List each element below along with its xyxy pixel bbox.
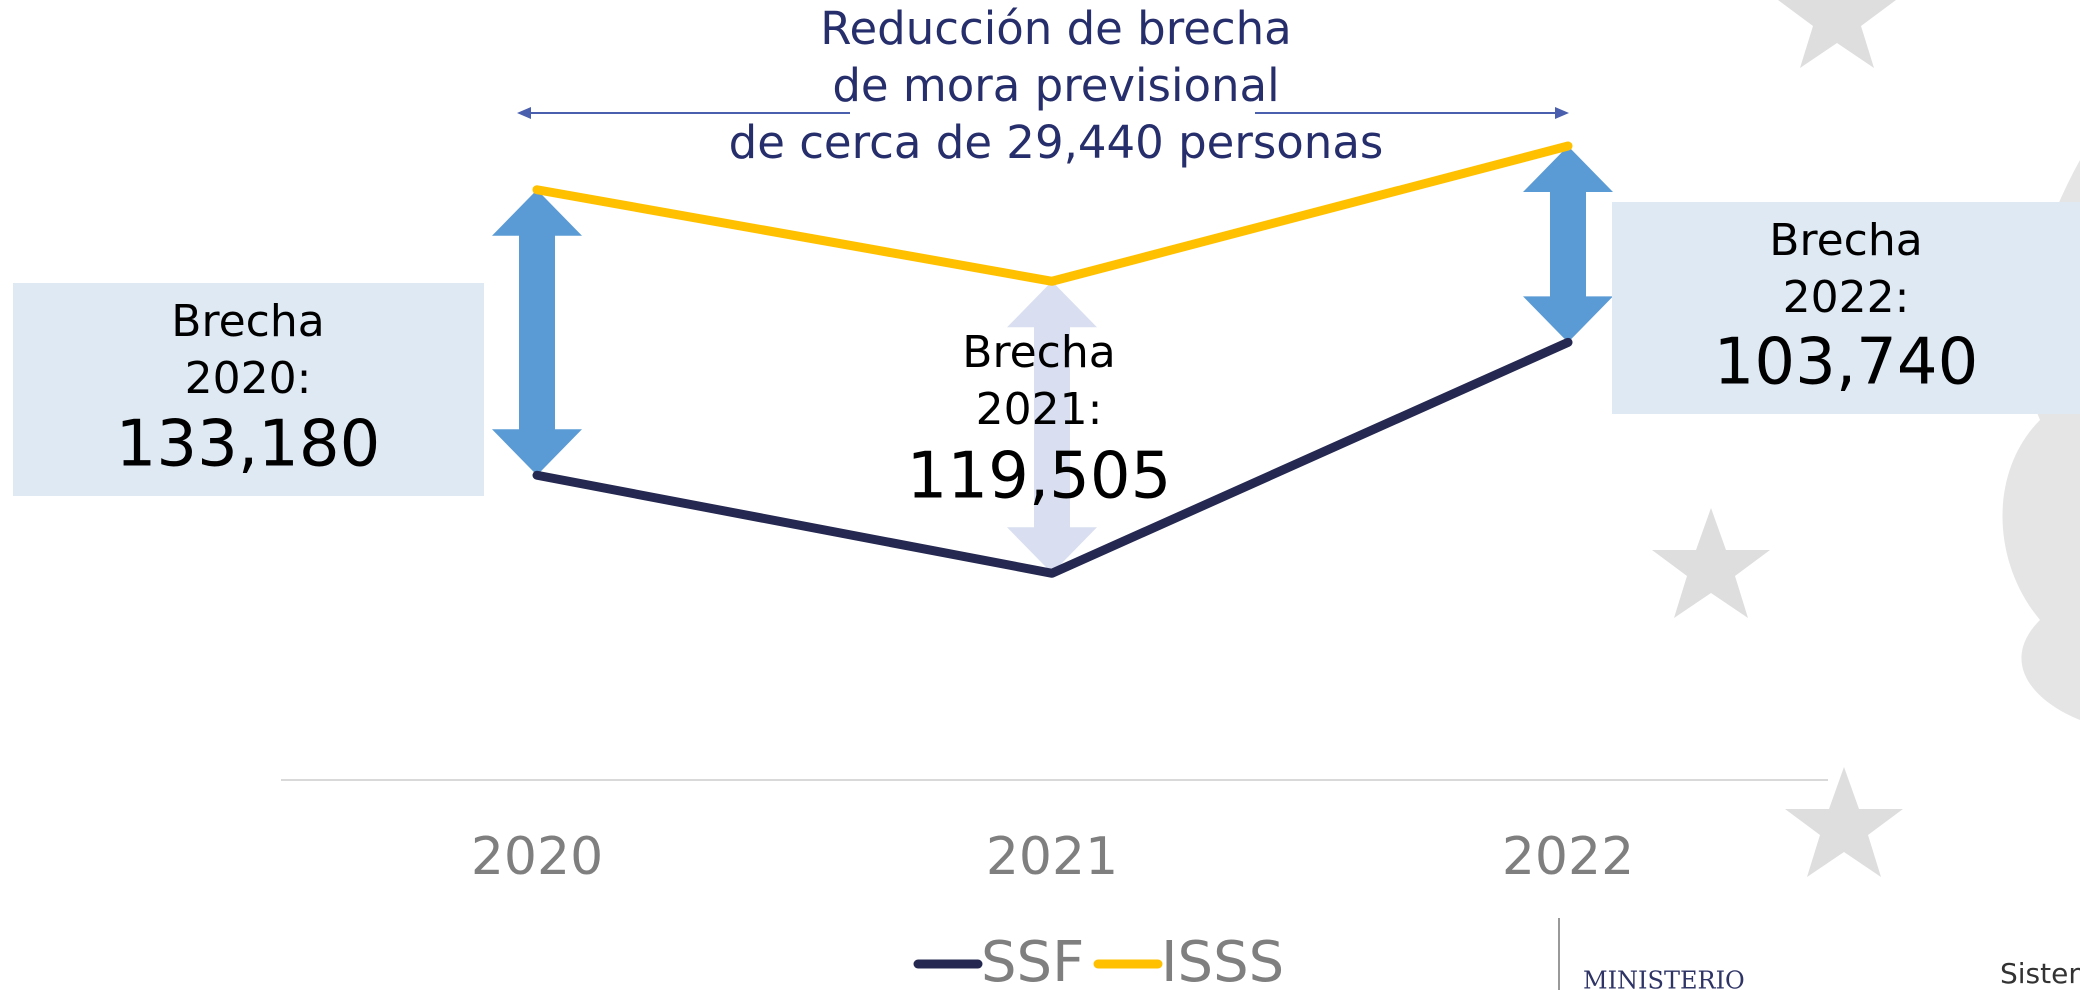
ministry-logo-text: MINISTERIO — [1583, 967, 1745, 990]
x-tick-label: 2020 — [471, 827, 603, 887]
legend-label: SSF — [981, 930, 1084, 990]
system-logo-text: Sisten — [2000, 957, 2080, 990]
gap-label: 2021: — [976, 384, 1103, 435]
gap-label: 2022: — [1783, 272, 1910, 323]
gap-arrow — [1523, 146, 1613, 342]
gap-value-label: 103,740 — [1714, 326, 1979, 400]
title: Reducción de brecha de mora previsional … — [729, 2, 1384, 169]
chart: Reducción de brecha de mora previsional … — [0, 0, 2080, 990]
arrow-head — [517, 107, 531, 119]
chart-title: de cerca de 29,440 personas — [729, 116, 1384, 169]
arrow-head — [1555, 107, 1569, 119]
star — [1785, 767, 1903, 877]
chart-title: Reducción de brecha — [820, 2, 1292, 55]
chart-title: de mora previsional — [832, 59, 1279, 112]
gap-label: Brecha — [1769, 215, 1922, 266]
gap-arrow — [492, 190, 582, 476]
gap-label: 2020: — [185, 353, 312, 404]
x-tick-label: 2022 — [1502, 827, 1634, 887]
legend-label: ISSS — [1161, 930, 1284, 990]
gap-label: Brecha — [962, 327, 1115, 378]
gap-label: Brecha — [171, 296, 324, 347]
x-tick-label: 2021 — [986, 827, 1118, 887]
gap-value-label: 119,505 — [907, 440, 1172, 514]
gap-value-label: 133,180 — [116, 408, 381, 482]
background-stars — [1652, 0, 2080, 877]
star — [1778, 0, 1896, 68]
star — [1652, 508, 1770, 618]
